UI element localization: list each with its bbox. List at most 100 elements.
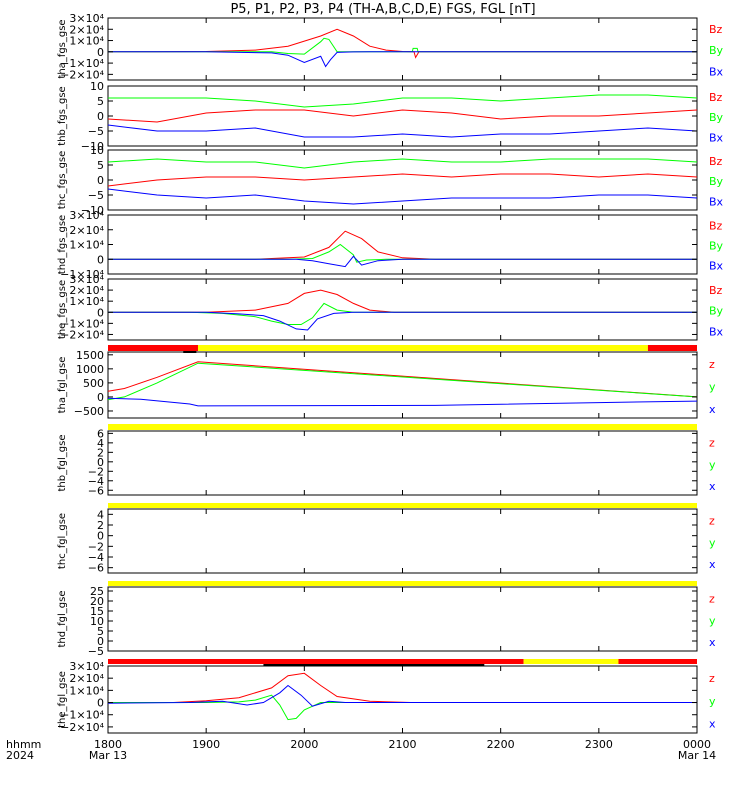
y-tick-label: 1×10⁴ — [69, 684, 104, 697]
status-bar-segment — [523, 659, 619, 664]
legend-entry: Bx — [709, 325, 724, 338]
status-bar-segment — [108, 503, 697, 508]
y-tick-label: 2 — [97, 519, 104, 532]
y-tick-label: −1×10⁴ — [60, 709, 104, 722]
y-tick-label: 5 — [97, 95, 104, 108]
panel-frame — [107, 430, 698, 496]
legend-entry: z — [709, 593, 715, 606]
legend-entry: y — [709, 536, 716, 549]
y-tick-label: 3×10⁴ — [69, 209, 104, 222]
y-tick-label: 10 — [90, 144, 104, 157]
y-tick-label: −2×10⁴ — [60, 68, 104, 81]
series-line-Bz — [107, 173, 698, 187]
y-tick-label: 20 — [90, 595, 104, 608]
legend-entry: y — [709, 458, 716, 471]
y-tick-label: 1×10⁴ — [69, 239, 104, 252]
panel-frame — [107, 665, 698, 734]
legend-entry: y — [709, 695, 716, 708]
series-line-Bx — [107, 124, 698, 138]
y-axis-label: thd_fgl_gse — [57, 591, 68, 648]
y-tick-label: 0 — [97, 530, 104, 543]
x-tick-label: 1900 — [192, 738, 220, 751]
status-bar-segment — [197, 345, 648, 351]
y-tick-label: 5 — [97, 159, 104, 172]
x-tick-label: 2000 — [290, 738, 318, 751]
status-bar-segment — [108, 659, 524, 664]
series-line-z — [108, 672, 697, 703]
y-tick-label: −6 — [88, 484, 104, 497]
x-tick-label: 2100 — [389, 738, 417, 751]
y-tick-label: −10 — [81, 140, 104, 153]
y-tick-label: −4 — [88, 551, 104, 564]
y-axis-label: thd_fgs_gse — [57, 215, 68, 274]
legend-entry: Bz — [709, 284, 723, 297]
legend-entry: Bz — [709, 91, 723, 104]
y-axis-label: tha_fgl_gse — [57, 357, 68, 414]
series-line-By — [107, 158, 698, 169]
status-bar-mark — [263, 664, 485, 666]
panel-thc_fgl_gse: 420−2−4−6 thc_fgl_gse zyx — [57, 503, 716, 575]
series-line-Bz — [108, 230, 697, 260]
y-tick-label: −5 — [88, 645, 104, 658]
y-tick-label: 500 — [83, 377, 104, 390]
y-tick-label: 25 — [90, 585, 104, 598]
y-tick-label: 3×10⁴ — [69, 660, 104, 673]
legend-entry: Bz — [709, 220, 723, 233]
series-line-y — [108, 694, 697, 721]
legend-entry: x — [709, 480, 716, 493]
y-axis-label: the_fgs_gse — [57, 280, 68, 339]
y-tick-label: 5 — [97, 625, 104, 638]
legend-entry: Bx — [709, 65, 724, 78]
panel-thc_fgs_gse: 10 5 0 −5 −10 thc_fgs_gse Bz By Bx — [57, 144, 724, 217]
status-bar-segment — [108, 424, 697, 430]
legend-entry: x — [709, 636, 716, 649]
series-line-y — [107, 362, 698, 401]
y-tick-label: 0 — [97, 391, 104, 404]
y-tick-label: 10 — [90, 80, 104, 93]
y-tick-label: 3×10⁴ — [69, 273, 104, 286]
y-tick-label: 1×10⁴ — [69, 35, 104, 48]
y-tick-label: −1×10⁴ — [60, 317, 104, 330]
y-tick-label: −10 — [81, 204, 104, 217]
y-tick-label: 2×10⁴ — [69, 284, 104, 297]
x-tick-date: Mar 14 — [678, 749, 716, 762]
status-bar-segment — [647, 345, 697, 351]
y-tick-label: 15 — [90, 605, 104, 618]
y-tick-label: −2 — [88, 540, 104, 553]
x-tick-label: 2200 — [487, 738, 515, 751]
x-tick-label: 1800 — [94, 738, 122, 751]
legend-entry: By — [709, 305, 724, 318]
legend-entry: Bz — [709, 155, 723, 168]
status-bar-segment — [108, 581, 697, 586]
legend-entry: Bz — [709, 23, 723, 36]
panel-frame — [107, 214, 698, 275]
legend-entry: x — [709, 403, 716, 416]
series-line-By — [108, 94, 698, 108]
series-line-Bz — [107, 109, 698, 123]
panel-frame — [107, 508, 698, 574]
legend-entry: y — [709, 614, 716, 627]
y-tick-label: 10 — [90, 615, 104, 628]
y-tick-label: 4 — [97, 437, 104, 450]
legend-entry: y — [709, 380, 716, 393]
legend-entry: z — [709, 515, 715, 528]
panel-frame — [107, 278, 698, 341]
x-tick-label: 2300 — [585, 738, 613, 751]
y-tick-label: −5 — [88, 125, 104, 138]
y-tick-label: −4 — [88, 475, 104, 488]
legend-entry: x — [709, 558, 716, 571]
series-line-By — [108, 302, 697, 325]
x-tick-date: Mar 13 — [89, 749, 127, 762]
legend-entry: x — [709, 718, 716, 731]
y-tick-label: 0 — [97, 456, 104, 469]
y-tick-label: 0 — [97, 110, 104, 123]
y-tick-label: 1×10⁴ — [69, 295, 104, 308]
y-tick-label: 0 — [97, 306, 104, 319]
y-tick-label: 0 — [97, 46, 104, 59]
legend-entry: By — [709, 111, 724, 124]
